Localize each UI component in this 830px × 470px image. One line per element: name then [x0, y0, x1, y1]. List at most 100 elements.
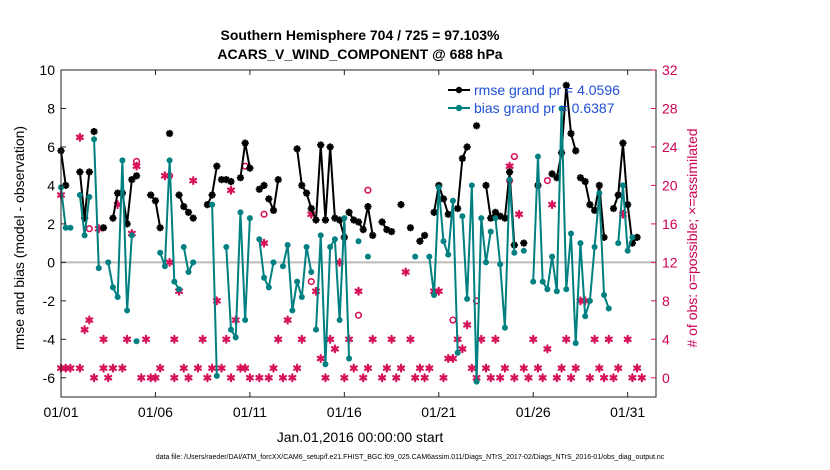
marker-core [247, 165, 253, 171]
assimilated-obs-point [477, 334, 486, 344]
marker-core [360, 227, 366, 233]
assimilated-obs-point [118, 363, 127, 373]
rmse-point [213, 162, 221, 170]
assimilated-obs-point [354, 286, 363, 296]
marker-core [479, 337, 484, 342]
assimilated-obs-point [193, 363, 202, 373]
bias-point [176, 286, 183, 293]
assimilated-obs-point [137, 373, 146, 383]
assimilated-obs-point [222, 334, 231, 344]
bias-point [105, 259, 112, 266]
rmse-point [147, 191, 155, 199]
legend-swatch-marker [455, 86, 463, 94]
marker-core [115, 202, 120, 207]
bias-point [270, 259, 277, 266]
bias-line-segment [617, 185, 634, 252]
marker-core [545, 347, 550, 351]
y-right-tick-label: 12 [662, 254, 678, 270]
assimilated-obs-point [326, 334, 335, 344]
bias-point [619, 182, 626, 189]
marker-core [441, 375, 446, 380]
rmse-point [562, 81, 570, 89]
y-right-tick-label: 24 [662, 139, 678, 155]
rmse-point [76, 168, 84, 176]
marker-core [531, 337, 536, 342]
marker-core [446, 356, 451, 361]
possible-obs-point [543, 177, 551, 185]
assimilated-obs-point [491, 334, 500, 344]
bias-point [431, 292, 438, 299]
marker-core [488, 375, 493, 380]
rmse-point [307, 204, 315, 213]
marker-core [337, 217, 343, 223]
assimilated-obs-point [359, 373, 368, 383]
marker-core [455, 205, 461, 212]
assimilated-obs-point [264, 373, 273, 383]
assimilated-obs-point [80, 325, 89, 335]
marker-core [379, 219, 385, 225]
assimilated-obs-point [123, 334, 132, 344]
bias-point [62, 224, 69, 231]
assimilated-obs-point [293, 363, 302, 373]
assimilated-obs-point [363, 363, 372, 373]
rmse-point [520, 239, 528, 247]
rmse-point [317, 141, 325, 149]
marker-core [459, 155, 465, 162]
rmse-point [151, 197, 160, 205]
bias-point [261, 274, 268, 281]
marker-core [592, 337, 597, 342]
marker-core [417, 238, 423, 244]
assimilated-obs-point [151, 373, 160, 383]
rmse-point [491, 208, 500, 216]
y-tick-label: 0 [47, 254, 55, 270]
bias-point [511, 249, 518, 256]
marker-core [621, 212, 625, 217]
bias-point [331, 236, 338, 243]
marker-core [185, 209, 192, 215]
marker-core [512, 375, 517, 380]
assimilated-obs-point [524, 373, 533, 383]
assimilated-obs-point [604, 334, 613, 344]
rmse-point [421, 231, 429, 240]
assimilated-obs-point [99, 334, 108, 344]
marker-core [68, 366, 73, 370]
assimilated-obs-point [467, 363, 476, 373]
bias-point [119, 157, 126, 164]
bias-point [572, 340, 579, 347]
marker-core [204, 202, 210, 208]
marker-core [248, 375, 252, 380]
bias-point [190, 259, 197, 266]
marker-core [611, 375, 616, 380]
bias-line-segment [211, 204, 218, 376]
marker-core [110, 215, 116, 221]
bias-point [161, 263, 168, 270]
marker-core [517, 212, 521, 217]
marker-core [407, 225, 414, 231]
assimilated-obs-point [510, 373, 519, 383]
rmse-point [90, 127, 98, 136]
marker-core [436, 289, 441, 294]
marker-core [592, 207, 598, 214]
assimilated-obs-point [448, 354, 457, 364]
bias-point [308, 268, 315, 275]
rmse-point [260, 181, 268, 190]
assimilated-obs-point [349, 363, 358, 373]
bias-point [157, 249, 164, 256]
marker-core [144, 337, 148, 342]
marker-core [394, 375, 399, 380]
bias-point [232, 334, 239, 341]
bias-point [237, 209, 244, 216]
marker-core [294, 146, 300, 152]
assimilated-obs-point [529, 334, 538, 344]
marker-core [266, 375, 271, 380]
assimilated-obs-point [600, 373, 609, 383]
assimilated-obs-point [198, 334, 207, 344]
bias-point [284, 242, 291, 249]
assimilated-obs-point [75, 132, 84, 142]
bias-point [336, 317, 343, 324]
marker-core [427, 366, 432, 370]
bias-point [553, 288, 560, 295]
bias-point [124, 307, 131, 314]
marker-core [224, 337, 229, 342]
